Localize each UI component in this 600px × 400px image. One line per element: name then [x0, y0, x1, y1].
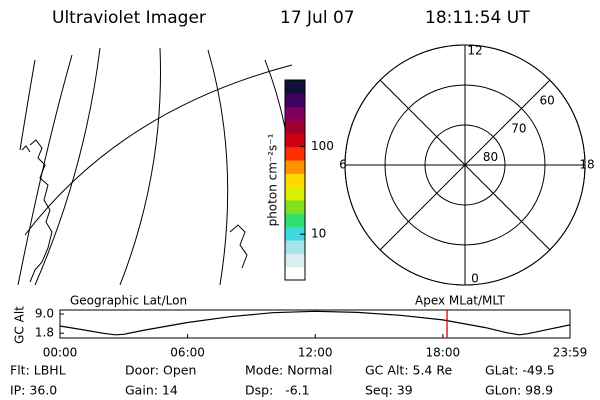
info-field: Door: Open: [125, 363, 196, 378]
color-step: [285, 240, 305, 254]
grid-line: [17, 54, 73, 286]
plot-frame: [59, 309, 571, 339]
color-step: [285, 106, 305, 121]
grid-line: [19, 59, 36, 151]
color-step: [285, 200, 305, 214]
panel-label: Geographic Lat/Lon: [70, 294, 187, 308]
grid-line: [119, 47, 161, 286]
coastline: [29, 139, 53, 283]
altitude-line: [59, 310, 571, 336]
x-tick-label: 23:59: [553, 346, 588, 360]
color-step: [285, 160, 305, 174]
color-step: [285, 146, 305, 161]
colorbar: 10 100: [284, 79, 334, 281]
mlt-label: 6: [339, 158, 347, 172]
color-step: [285, 253, 305, 268]
panel-label: Apex MLat/MLT: [415, 294, 505, 308]
ring-label: 70: [511, 122, 526, 136]
info-field: Gain: 14: [125, 383, 178, 398]
date: 17 Jul 07: [280, 8, 355, 28]
info-field: Seq: 39: [365, 383, 413, 398]
x-tick-label: 06:00: [170, 346, 205, 360]
info-field: GC Alt: 5.4 Re: [365, 363, 452, 378]
grid-line: [34, 47, 101, 286]
color-step: [285, 213, 305, 228]
map: [17, 47, 293, 286]
mlt-label: 0: [471, 272, 479, 286]
color-step: [285, 133, 305, 148]
info-field: Mode: Normal: [245, 363, 332, 378]
y-tick-label: 9.0: [35, 307, 54, 321]
color-step: [285, 266, 305, 281]
info-field: GLon: 98.9: [485, 383, 553, 398]
color-step: [285, 226, 305, 241]
color-step: [285, 120, 305, 134]
x-tick-label: 12:00: [298, 346, 333, 360]
color-step: [285, 80, 305, 94]
coastline: [21, 145, 31, 153]
color-step: [285, 93, 305, 108]
coastline: [229, 224, 248, 269]
color-step: [285, 173, 305, 188]
info-field: GLat: -49.5: [485, 363, 555, 378]
x-tick-label: 18:00: [426, 346, 461, 360]
ring-label: 60: [539, 93, 554, 107]
tick-label: 100: [311, 139, 334, 153]
grid-line: [207, 49, 229, 286]
mlt-label: 18: [579, 158, 594, 172]
ring-label: 80: [483, 150, 498, 164]
tick-label: 10: [311, 227, 326, 241]
polar-spoke: [379, 79, 551, 251]
colorbar-label: photon cm⁻²s⁻¹: [266, 133, 280, 226]
info-panel: Flt: LBHL Door: Open Mode: Normal GC Alt: 5…: [10, 363, 555, 398]
y-tick-label: 1.8: [35, 326, 54, 340]
x-tick-label: 00:00: [43, 346, 78, 360]
info-field: IP: 36.0: [10, 383, 57, 398]
title: Ultraviolet Imager: [52, 8, 206, 28]
time: 18:11:54 UT: [425, 8, 530, 28]
color-step: [285, 186, 305, 201]
mlt-label: 12: [467, 44, 482, 58]
y-axis-label: GC Alt: [13, 306, 27, 344]
altitude-plot: 9.0 1.8 00:00 06:00 12:00 18:00 23:59: [35, 307, 587, 360]
grid-line: [24, 64, 293, 236]
info-field: Flt: LBHL: [10, 363, 66, 378]
colorbar-frame: [284, 79, 306, 281]
info-field: Dsp: -6.1: [245, 383, 310, 398]
